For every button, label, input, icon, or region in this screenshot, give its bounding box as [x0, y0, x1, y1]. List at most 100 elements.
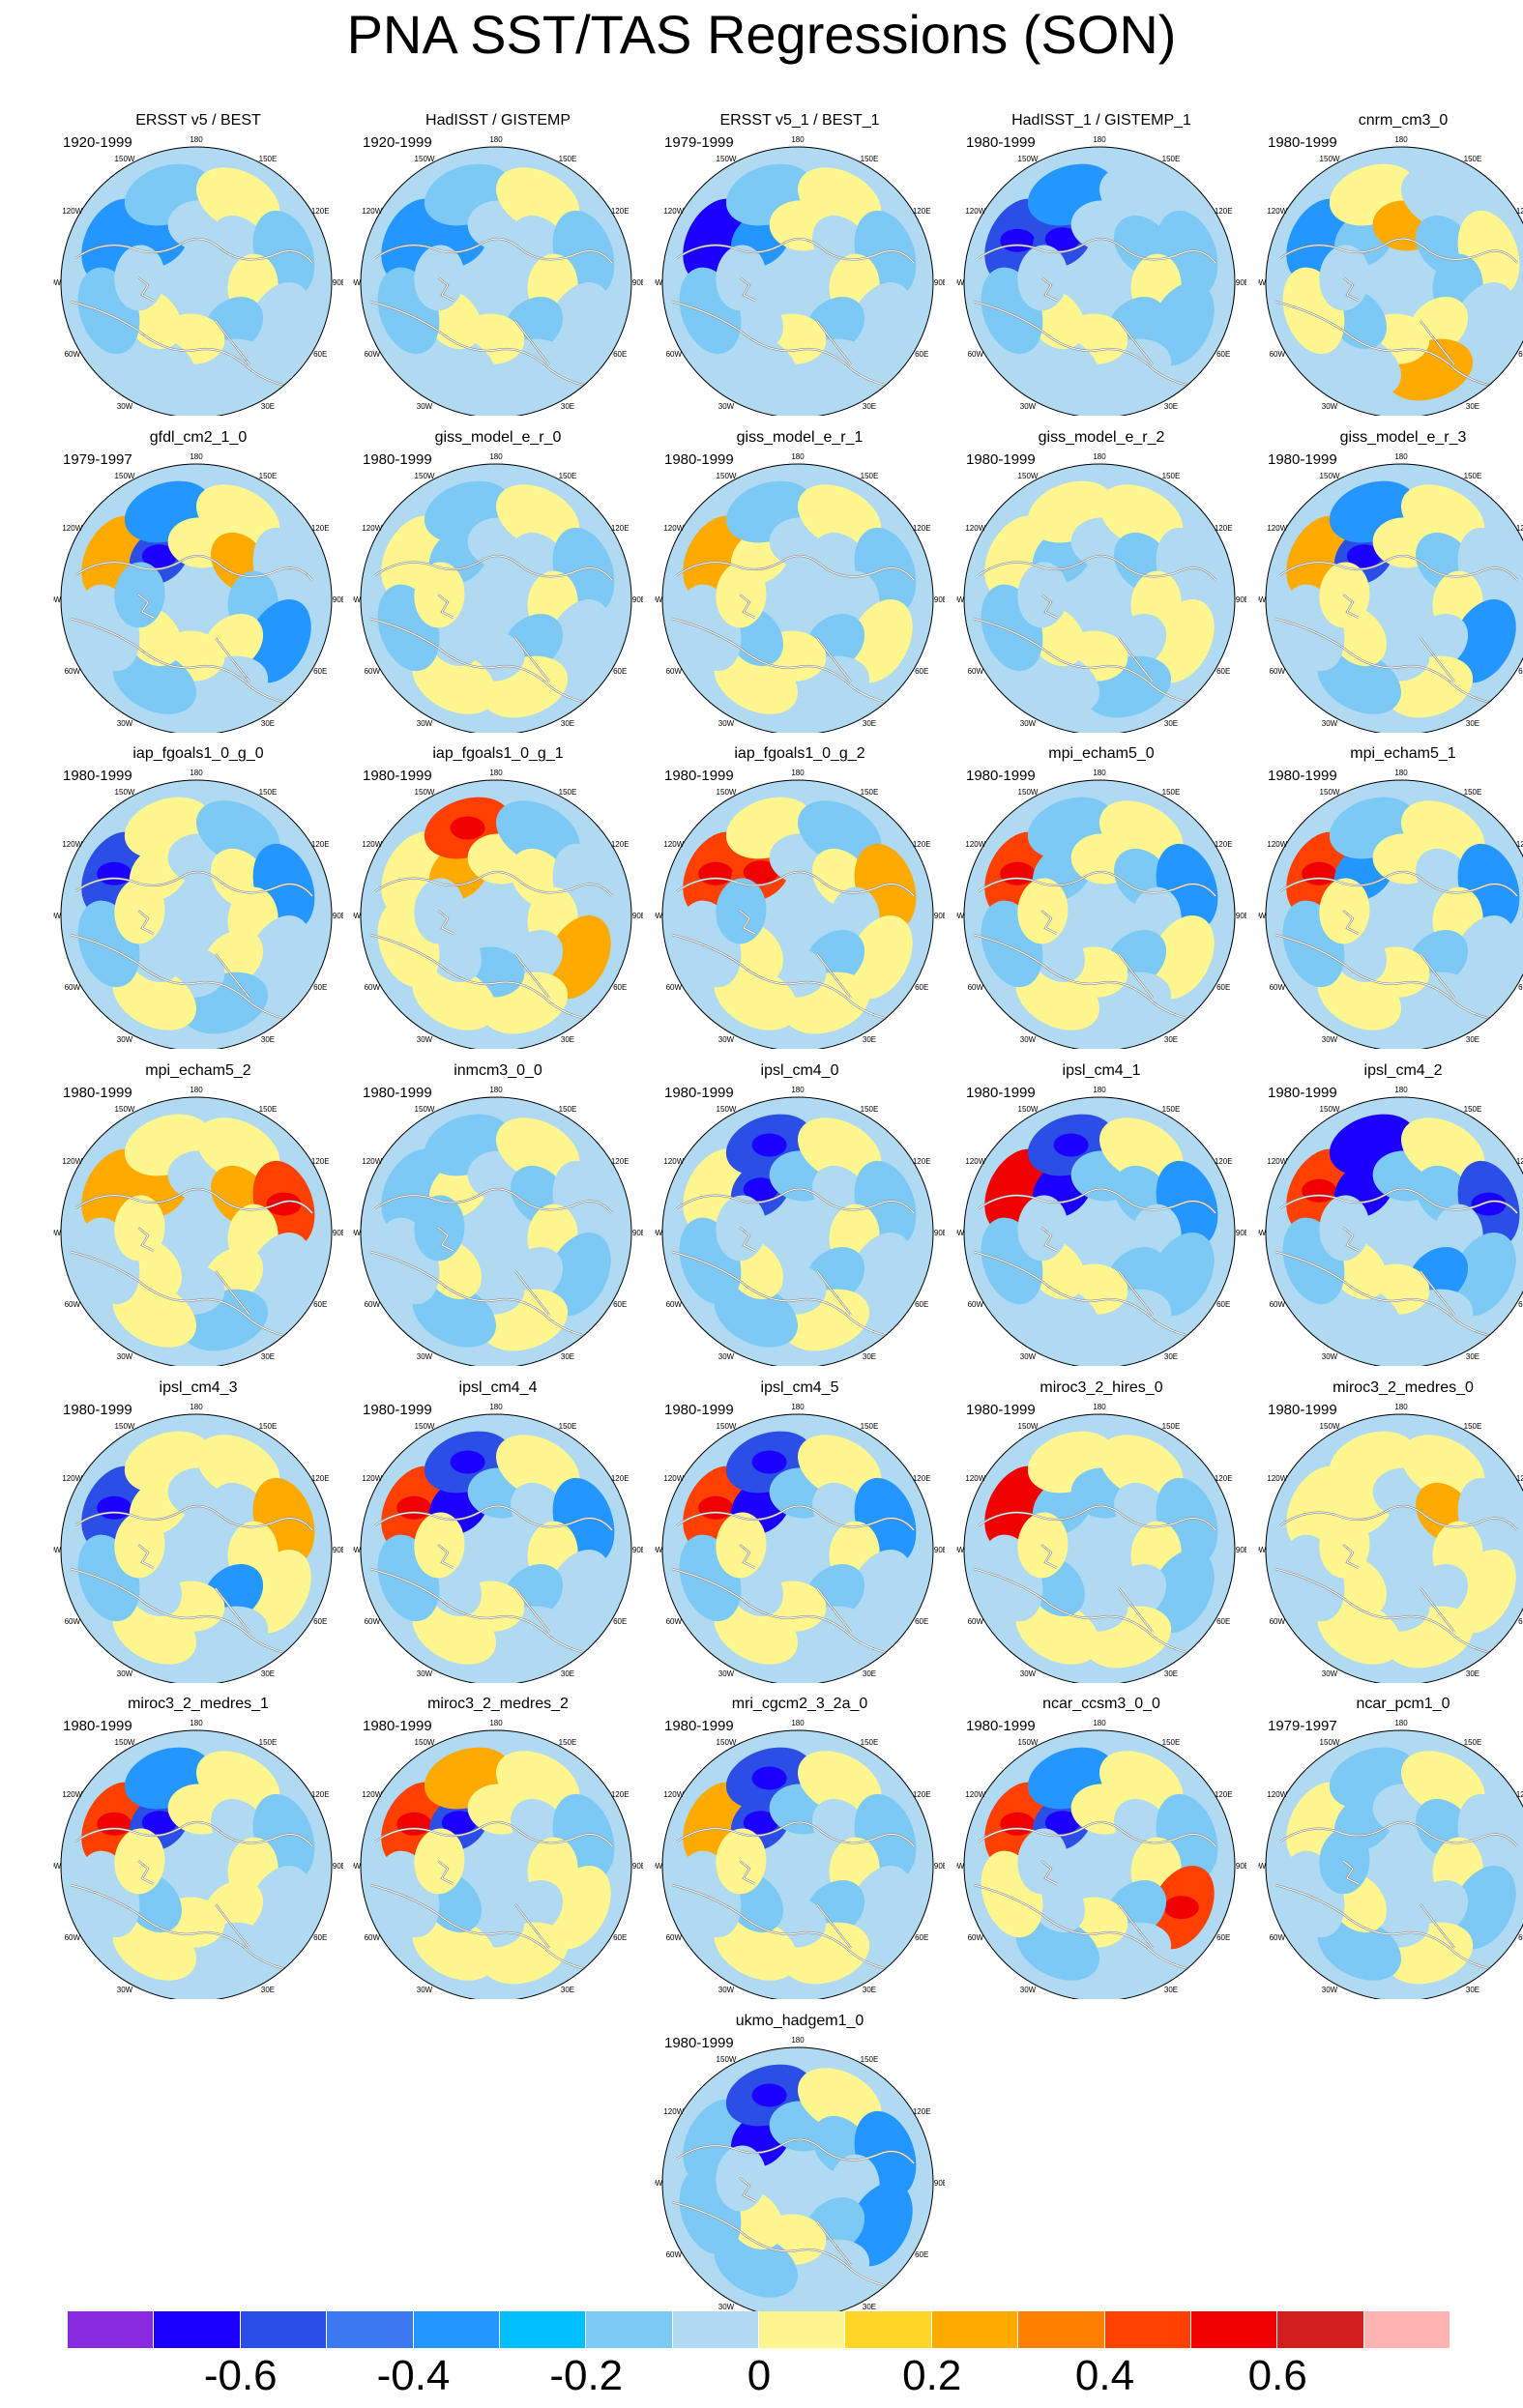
- map-panel: ERSST v5_1 / BEST_1 1979-1999 180 150W 150E 1…: [655, 106, 945, 416]
- longitude-label: 120E: [913, 1157, 931, 1166]
- panel-period: 1980-1999: [1268, 768, 1337, 784]
- anomaly-region: [714, 1281, 798, 1348]
- anomaly-region: [1015, 648, 1099, 714]
- longitude-label: 120W: [965, 207, 985, 216]
- longitude-label: 180: [1093, 135, 1106, 144]
- panel-title: ncar_pcm1_0: [1356, 1696, 1450, 1712]
- anomaly-core: [743, 1494, 778, 1519]
- longitude-label: 90E: [333, 912, 343, 920]
- longitude-label: 150W: [415, 472, 435, 480]
- longitude-label: 90W: [353, 1229, 362, 1237]
- coastline-highlight: [973, 1821, 1216, 1973]
- longitude-label: 150W: [1320, 1105, 1340, 1114]
- anomaly-region: [1317, 1914, 1401, 1981]
- longitude-label: 30E: [561, 1669, 574, 1678]
- panel-period: 1980-1999: [1268, 1085, 1337, 1101]
- map-panel: giss_model_e_r_3 1980-1999 180 150W 150E 120W…: [1258, 423, 1523, 733]
- anomaly-region: [544, 915, 611, 1000]
- coastline-highlight: [70, 1188, 313, 1340]
- map-panel: mri_cgcm2_3_2a_0 1980-1999 180 150W 150E 120W…: [655, 1690, 945, 1999]
- longitude-label: 30W: [718, 1986, 735, 1994]
- longitude-label: 30E: [1164, 1352, 1178, 1361]
- longitude-label: 150W: [1320, 472, 1340, 480]
- anomaly-region: [112, 648, 196, 714]
- colorbar-segment: [1363, 2311, 1450, 2348]
- anomaly-core: [1044, 1177, 1080, 1202]
- longitude-label: 60E: [1216, 983, 1230, 992]
- map-border: [963, 1096, 1236, 1366]
- coastline-highlight: [1274, 871, 1518, 1023]
- map-border: [661, 463, 934, 733]
- longitude-label: 60W: [365, 1933, 381, 1942]
- longitude-label: 30E: [863, 1035, 876, 1044]
- anomaly-region: [196, 484, 280, 551]
- longitude-label: 180: [190, 1403, 203, 1411]
- panel-period: 1920-1999: [363, 134, 432, 151]
- coastline-highlight: [1274, 555, 1518, 707]
- longitude-label: 120E: [311, 1790, 330, 1799]
- longitude-label: 150W: [1320, 155, 1340, 163]
- anomaly-region: [245, 915, 311, 1000]
- anomaly-region: [1450, 1550, 1516, 1634]
- anomaly-core: [1471, 1192, 1507, 1216]
- longitude-label: 120E: [1516, 1474, 1523, 1483]
- panel-period: 1980-1999: [1268, 1402, 1337, 1418]
- panel-period: 1980-1999: [966, 1085, 1036, 1101]
- anomaly-region: [544, 282, 611, 366]
- longitude-label: 120E: [913, 1474, 931, 1483]
- longitude-label: 90E: [934, 912, 945, 920]
- longitude-label: 180: [791, 1403, 805, 1411]
- longitude-label: 90E: [632, 595, 643, 604]
- longitude-label: 120W: [965, 524, 985, 533]
- longitude-label: 120E: [1215, 840, 1233, 849]
- longitude-label: 150E: [559, 1738, 577, 1747]
- anomaly-core: [97, 1812, 132, 1836]
- colorbar-segment: [672, 2311, 759, 2348]
- anomaly-region: [798, 1435, 882, 1501]
- anomaly-region: [1148, 1550, 1215, 1634]
- longitude-label: 180: [489, 1719, 503, 1727]
- coastline-highlight: [671, 555, 915, 707]
- longitude-label: 150W: [115, 1422, 135, 1431]
- longitude-label: 150W: [717, 1105, 737, 1114]
- polar-map: 180150W150E120W120E90W90E60W60E30W30E0: [1258, 769, 1523, 1049]
- longitude-label: 30W: [1020, 1986, 1037, 1994]
- map-border: [661, 1096, 934, 1366]
- anomaly-region: [1450, 1866, 1516, 1950]
- panel-period: 1980-1999: [63, 1085, 132, 1101]
- anomaly-region: [1099, 800, 1184, 867]
- polar-map: 180150W150E120W120E90W90E60W60E30W30E0: [53, 1403, 343, 1683]
- anomaly-region: [1099, 1435, 1184, 1501]
- map-border: [661, 1413, 934, 1683]
- map-panel: miroc3_2_hires_0 1980-1999 180 150W 150E 120W…: [956, 1374, 1246, 1683]
- longitude-label: 60E: [915, 2250, 928, 2259]
- longitude-label: 30E: [1164, 1986, 1178, 1994]
- longitude-label: 90E: [934, 278, 945, 287]
- longitude-label: 180: [791, 1086, 805, 1094]
- map-panel: ipsl_cm4_4 1980-1999 180 150W 150E 120W 120E 90…: [353, 1374, 643, 1683]
- polar-map: 180150W150E120W120E90W90E60W60E30W30E0: [53, 1719, 343, 1999]
- polar-map: 180150W150E120W120E90W90E60W60E30W30E0: [956, 135, 1246, 416]
- longitude-label: 120W: [663, 1474, 684, 1483]
- map-panel: iap_fgoals1_0_g_0 1980-1999 180 150W 150E 120…: [53, 740, 343, 1049]
- longitude-label: 60W: [968, 350, 984, 359]
- longitude-label: 150E: [559, 155, 577, 163]
- longitude-label: 90E: [333, 1862, 343, 1871]
- longitude-label: 180: [1394, 135, 1408, 144]
- anomaly-region: [798, 800, 882, 867]
- longitude-label: 90W: [53, 1862, 62, 1871]
- panel-title: ERSST v5_1 / BEST_1: [719, 112, 880, 129]
- longitude-label: 30W: [718, 402, 735, 411]
- longitude-label: 150W: [1018, 1738, 1039, 1747]
- anomaly-core: [751, 2083, 787, 2107]
- longitude-label: 120W: [362, 840, 382, 849]
- panel-period: 1980-1999: [63, 1402, 132, 1418]
- longitude-label: 60W: [365, 1617, 381, 1626]
- map-border: [1265, 779, 1523, 1049]
- longitude-label: 120W: [663, 207, 684, 216]
- longitude-label: 120W: [362, 207, 382, 216]
- map-border: [963, 1729, 1236, 1999]
- coastline-highlight: [671, 1821, 915, 1973]
- longitude-label: 120E: [311, 1157, 330, 1166]
- anomaly-region: [245, 599, 311, 683]
